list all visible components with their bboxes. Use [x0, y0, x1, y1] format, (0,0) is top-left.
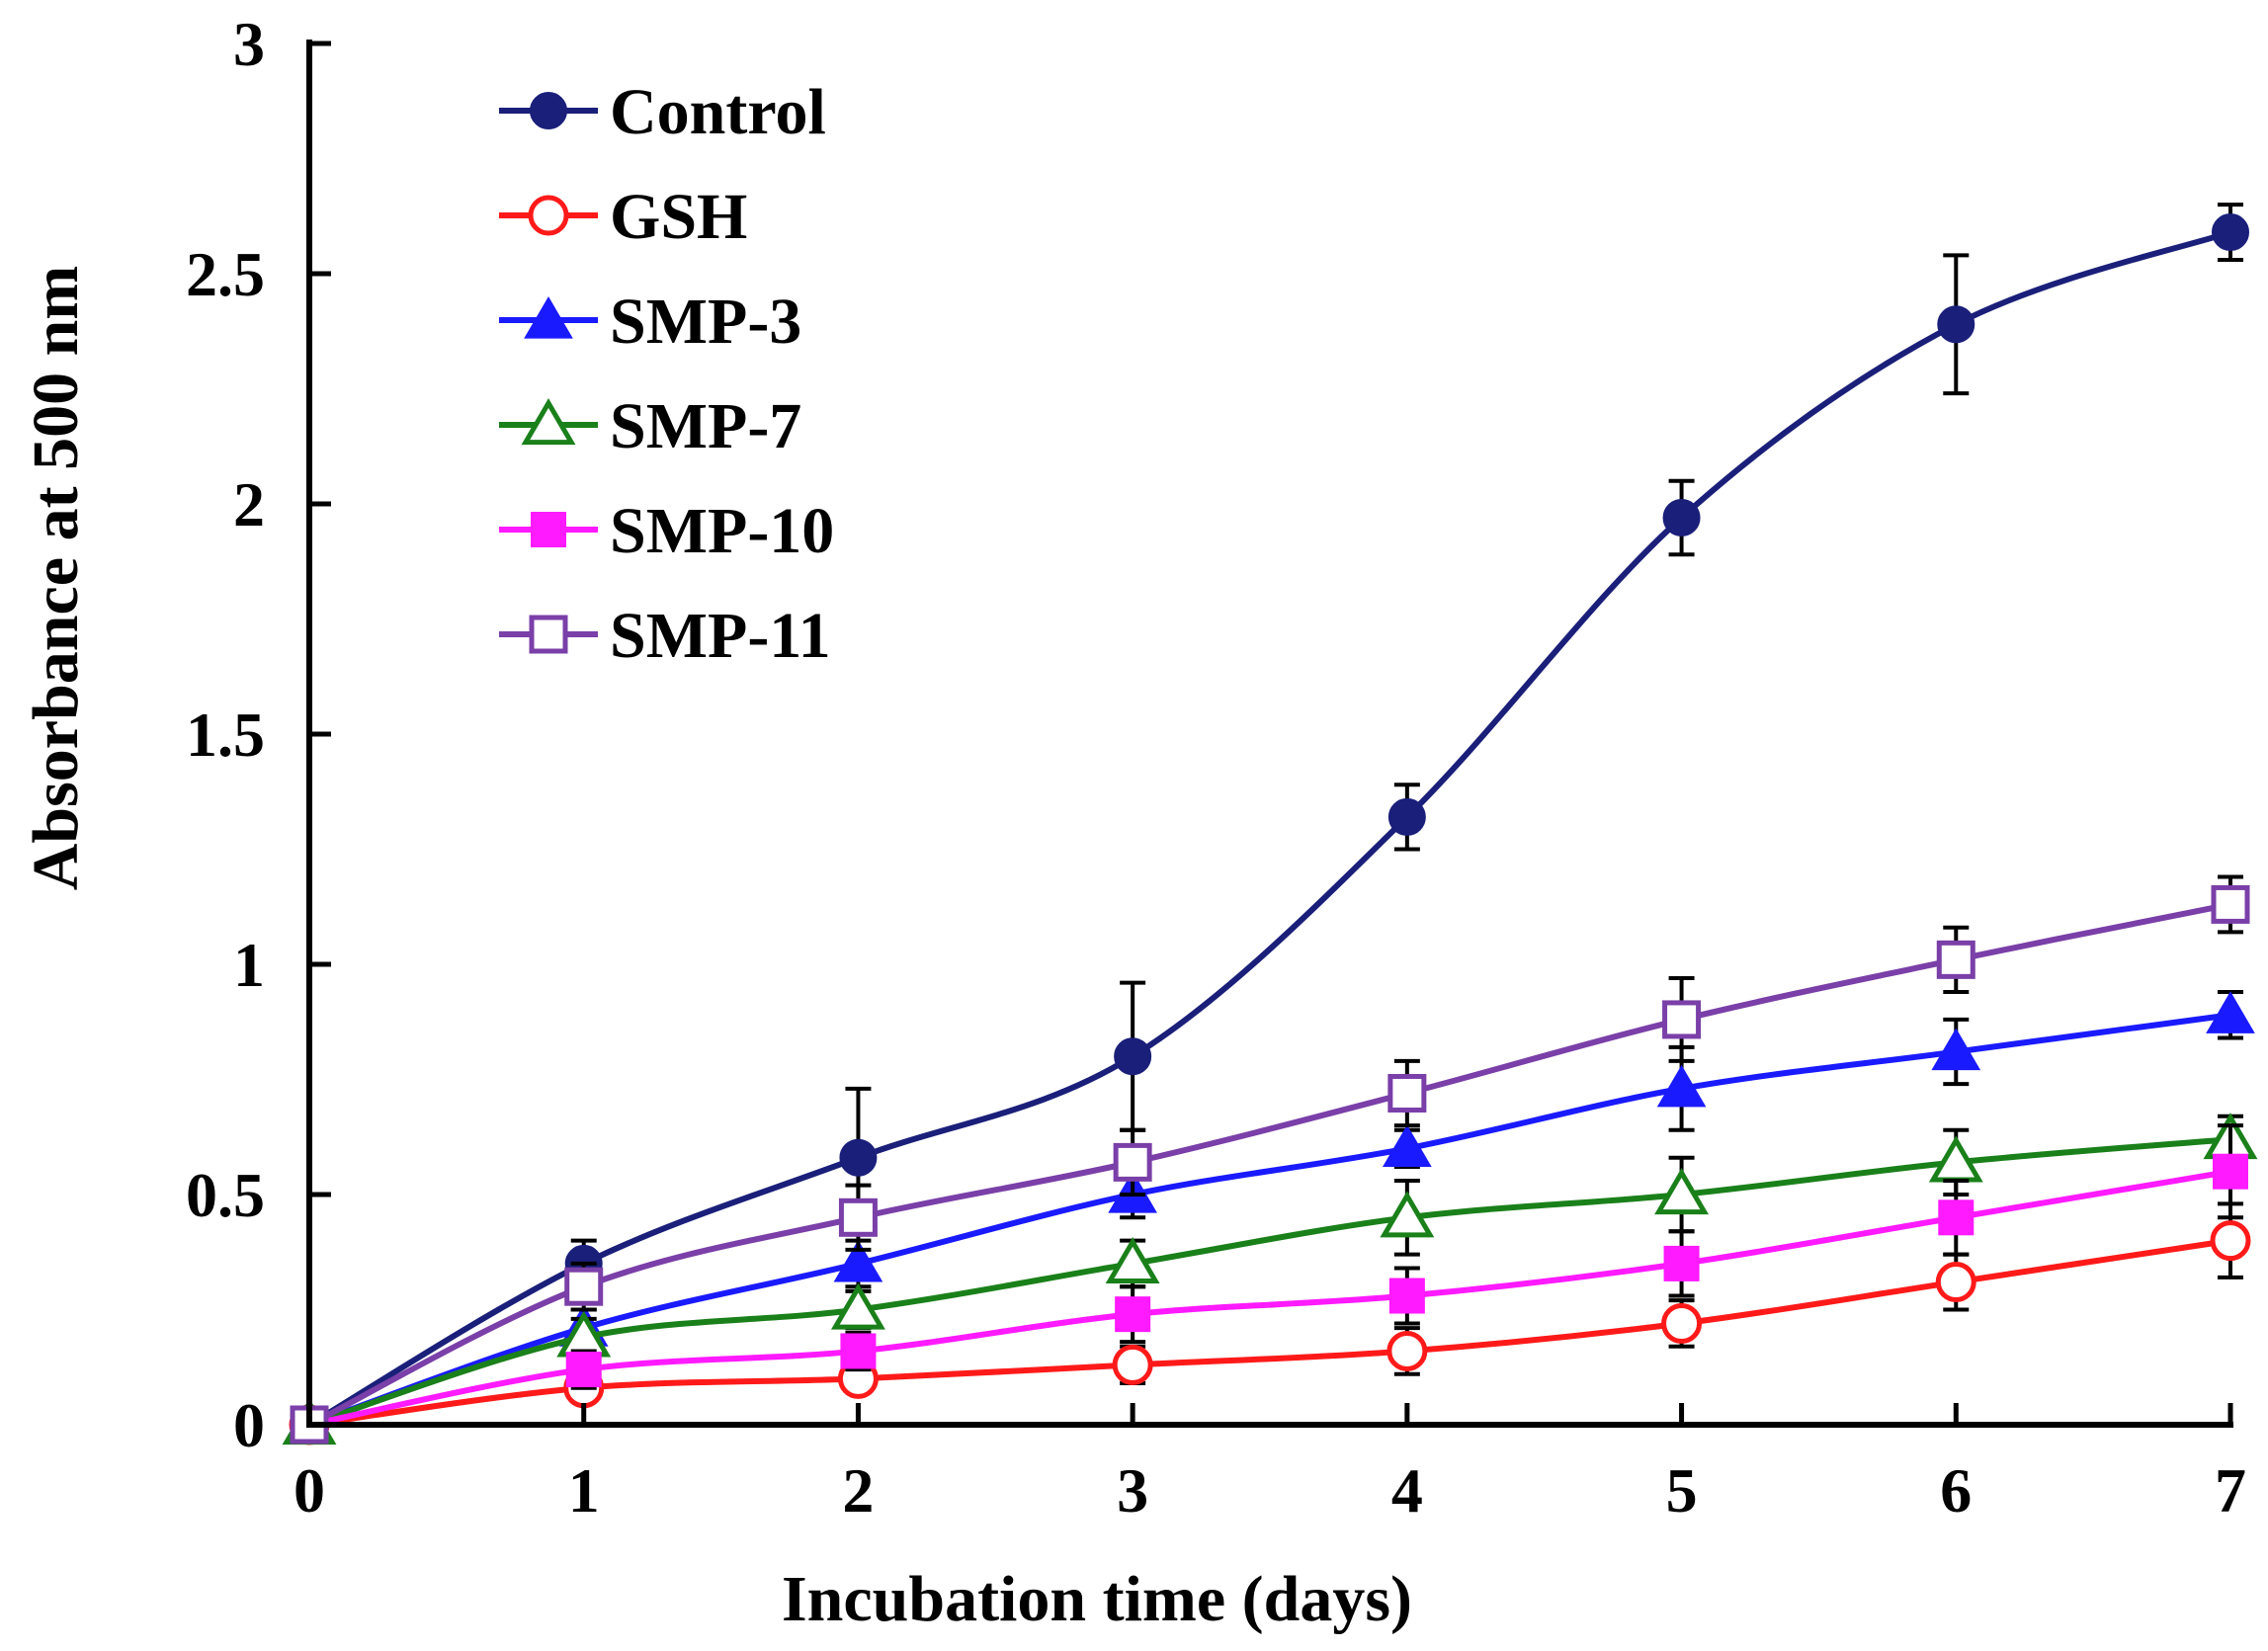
y-tick-label: 3: [233, 9, 265, 79]
data-point: [1936, 940, 1975, 979]
data-point: [840, 1333, 877, 1369]
data-point: [1114, 1037, 1152, 1076]
data-point: [2211, 884, 2250, 924]
data-point: [2212, 213, 2249, 252]
data-point: [1931, 1028, 1981, 1071]
data-point: [838, 1197, 878, 1237]
data-point: [830, 1282, 885, 1330]
x-tick-label: 5: [1666, 1455, 1698, 1526]
legend-marker: [529, 615, 568, 654]
data-point: [1663, 1245, 1700, 1281]
data-point: [2213, 1153, 2248, 1190]
series-smp-10: [292, 1123, 2248, 1443]
x-tick-label: 4: [1391, 1455, 1423, 1526]
data-point: [1654, 1168, 1710, 1215]
legend-marker: [528, 195, 569, 236]
series-line: [308, 1136, 2231, 1428]
data-point: [1938, 1199, 1974, 1236]
data-point: [1662, 498, 1701, 537]
legend-item-control: Control: [499, 76, 826, 148]
data-point: [1656, 1064, 1707, 1108]
data-point: [1387, 797, 1426, 836]
axes: 0 0.5 1 1.5 2 2.5 3 0 1 2 3 4 5 6 7: [186, 9, 2246, 1526]
legend-label: SMP-7: [610, 390, 801, 462]
data-point: [1662, 1000, 1702, 1039]
legend-item-smp-10: SMP-10: [499, 495, 834, 567]
data-point: [1388, 1278, 1425, 1314]
legend-label: SMP-3: [610, 286, 801, 358]
legend-item-smp-11: SMP-11: [499, 600, 831, 672]
x-tick-label: 3: [1117, 1455, 1148, 1526]
data-point: [1380, 1191, 1435, 1238]
legend: Control GSH SMP-3 SMP-7 SMP-10 SMP-11: [499, 76, 834, 672]
y-tick-label: 1.5: [186, 700, 265, 770]
data-point: [565, 1352, 602, 1388]
y-tick-label: 1: [233, 930, 265, 1000]
data-point: [1112, 1344, 1153, 1385]
data-point: [564, 1267, 604, 1306]
legend-marker: [530, 92, 567, 129]
x-axis-title: Incubation time (days): [782, 1563, 1412, 1635]
legend-label: GSH: [610, 181, 747, 253]
y-axis-title: Absorbance at 500 nm: [20, 266, 92, 891]
x-tick-label: 1: [568, 1455, 600, 1526]
data-point: [1661, 1302, 1703, 1344]
legend-item-smp-7: SMP-7: [499, 390, 801, 462]
y-tick-label: 2.5: [186, 239, 265, 309]
x-tick-label: 6: [1940, 1455, 1972, 1526]
series-line: [308, 1237, 2231, 1428]
y-tick-label: 2: [233, 469, 265, 539]
data-point: [833, 1239, 883, 1282]
data-point: [1387, 1073, 1427, 1113]
data-point: [1386, 1330, 1428, 1371]
y-tick-label: 0.5: [186, 1160, 265, 1230]
data-point: [1935, 1262, 1976, 1303]
series-line: [307, 229, 2231, 1428]
series-line: [308, 1168, 2231, 1428]
legend-item-gsh: GSH: [499, 181, 747, 253]
data-point: [2210, 1220, 2251, 1262]
data-point: [839, 1138, 878, 1177]
legend-marker: [524, 296, 573, 339]
data-point: [1937, 305, 1975, 344]
data-point: [1115, 1296, 1151, 1333]
legend-item-smp-3: SMP-3: [499, 286, 801, 358]
legend-label: Control: [610, 76, 826, 148]
y-tick-label: 0: [233, 1390, 265, 1460]
legend-marker: [531, 512, 566, 547]
x-tick-label: 0: [294, 1455, 325, 1526]
series-line: [307, 901, 2231, 1428]
series-smp-3: [285, 989, 2255, 1444]
legend-marker: [521, 398, 576, 446]
data-point: [2206, 991, 2255, 1033]
legend-label: SMP-11: [610, 600, 831, 672]
data-point: [1105, 1236, 1160, 1283]
plot-area: [282, 203, 2258, 1445]
data-point: [1383, 1124, 1432, 1167]
x-tick-label: 2: [842, 1455, 874, 1526]
legend-label: SMP-10: [610, 495, 834, 567]
x-tick-label: 7: [2215, 1455, 2246, 1526]
data-point: [1113, 1142, 1152, 1182]
series-line: [308, 1012, 2231, 1428]
